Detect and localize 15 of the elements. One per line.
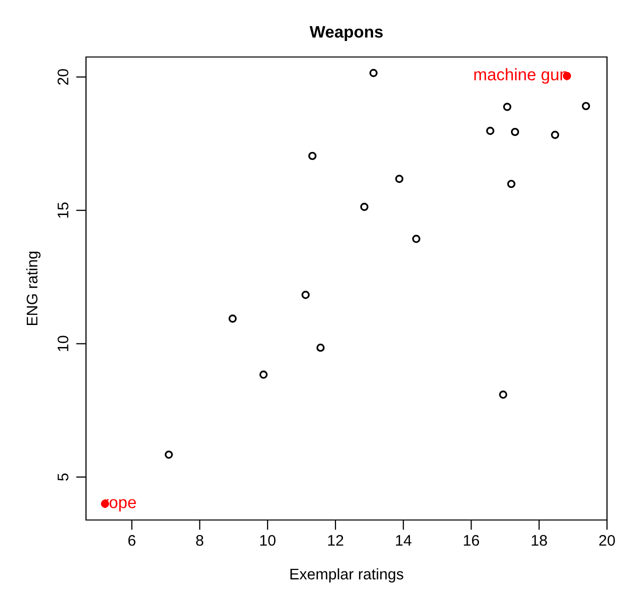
y-tick-label: 5 [58,473,68,481]
y-axis-title: ENG rating [26,252,41,326]
x-tick-label: 18 [532,534,547,546]
y-tick-label: 10 [58,336,68,352]
chart-title: Weapons [310,26,383,42]
x-tick-label: 16 [464,534,480,546]
x-tick-label: 10 [260,534,276,546]
x-tick-label: 8 [196,534,204,546]
x-tick-label: 14 [396,535,412,546]
x-axis-title: Exemplar ratings [290,568,404,583]
x-tick-label: 20 [599,534,615,546]
x-tick-label: 6 [128,534,136,546]
x-tick-label: 12 [328,534,344,546]
y-tick-label: 15 [58,202,68,218]
y-tick-label: 20 [58,69,68,85]
